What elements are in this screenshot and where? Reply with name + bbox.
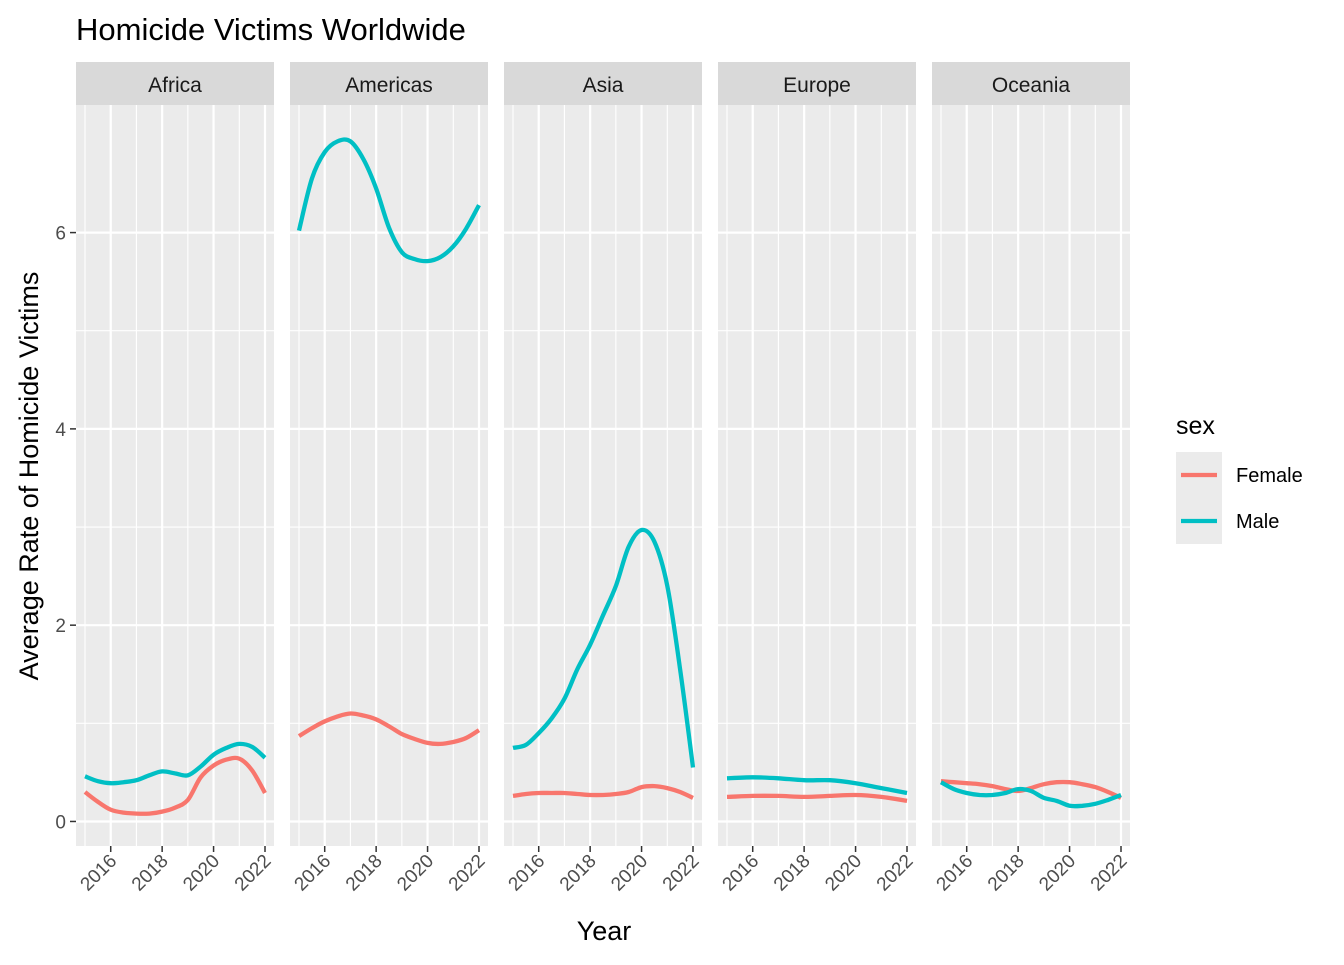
facet-strip xyxy=(504,62,702,105)
facet-strip-label: Oceania xyxy=(992,74,1071,97)
legend-title: sex xyxy=(1176,412,1215,440)
series-line-male xyxy=(939,780,1122,809)
series-line-female xyxy=(940,779,1122,800)
panel-background xyxy=(504,105,702,846)
series-line-female xyxy=(512,783,694,800)
legend-label: Female xyxy=(1236,465,1303,487)
facet-strip-label: Asia xyxy=(583,74,624,97)
series-line-female xyxy=(83,755,267,816)
series-line-male xyxy=(726,775,908,796)
series-line-female xyxy=(297,711,481,747)
y-tick-label: 2 xyxy=(55,616,66,637)
x-axis-label: Year xyxy=(577,916,632,946)
panel-background xyxy=(76,105,274,846)
facet-strip-label: Americas xyxy=(345,74,433,97)
legend-item-female: Female xyxy=(1176,452,1303,498)
facet-strip xyxy=(290,62,488,105)
y-tick-label: 6 xyxy=(55,224,66,245)
facet-strip-label: Europe xyxy=(783,74,851,97)
panel-background xyxy=(718,105,916,846)
series-line-male xyxy=(296,137,481,264)
panel-background xyxy=(932,105,1130,846)
chart-title: Homicide Victims Worldwide xyxy=(76,12,466,47)
legend-label: Male xyxy=(1236,511,1279,533)
series-line-male xyxy=(84,741,267,786)
y-axis-label: Average Rate of Homicide Victims xyxy=(14,272,44,681)
legend-item-male: Male xyxy=(1176,498,1279,544)
y-axis: 0 2 4 6 xyxy=(55,224,76,833)
panel-background xyxy=(290,105,488,846)
facet-strip-label: Africa xyxy=(148,74,202,97)
legend: sex Female Male xyxy=(1176,412,1303,544)
y-tick-label: 4 xyxy=(55,420,66,441)
facet-strip xyxy=(76,62,274,105)
series-line-female xyxy=(726,792,908,804)
series-line-male xyxy=(512,527,696,768)
facet-strip xyxy=(932,62,1130,105)
facet-strip xyxy=(718,62,916,105)
y-tick-label: 0 xyxy=(55,812,66,833)
